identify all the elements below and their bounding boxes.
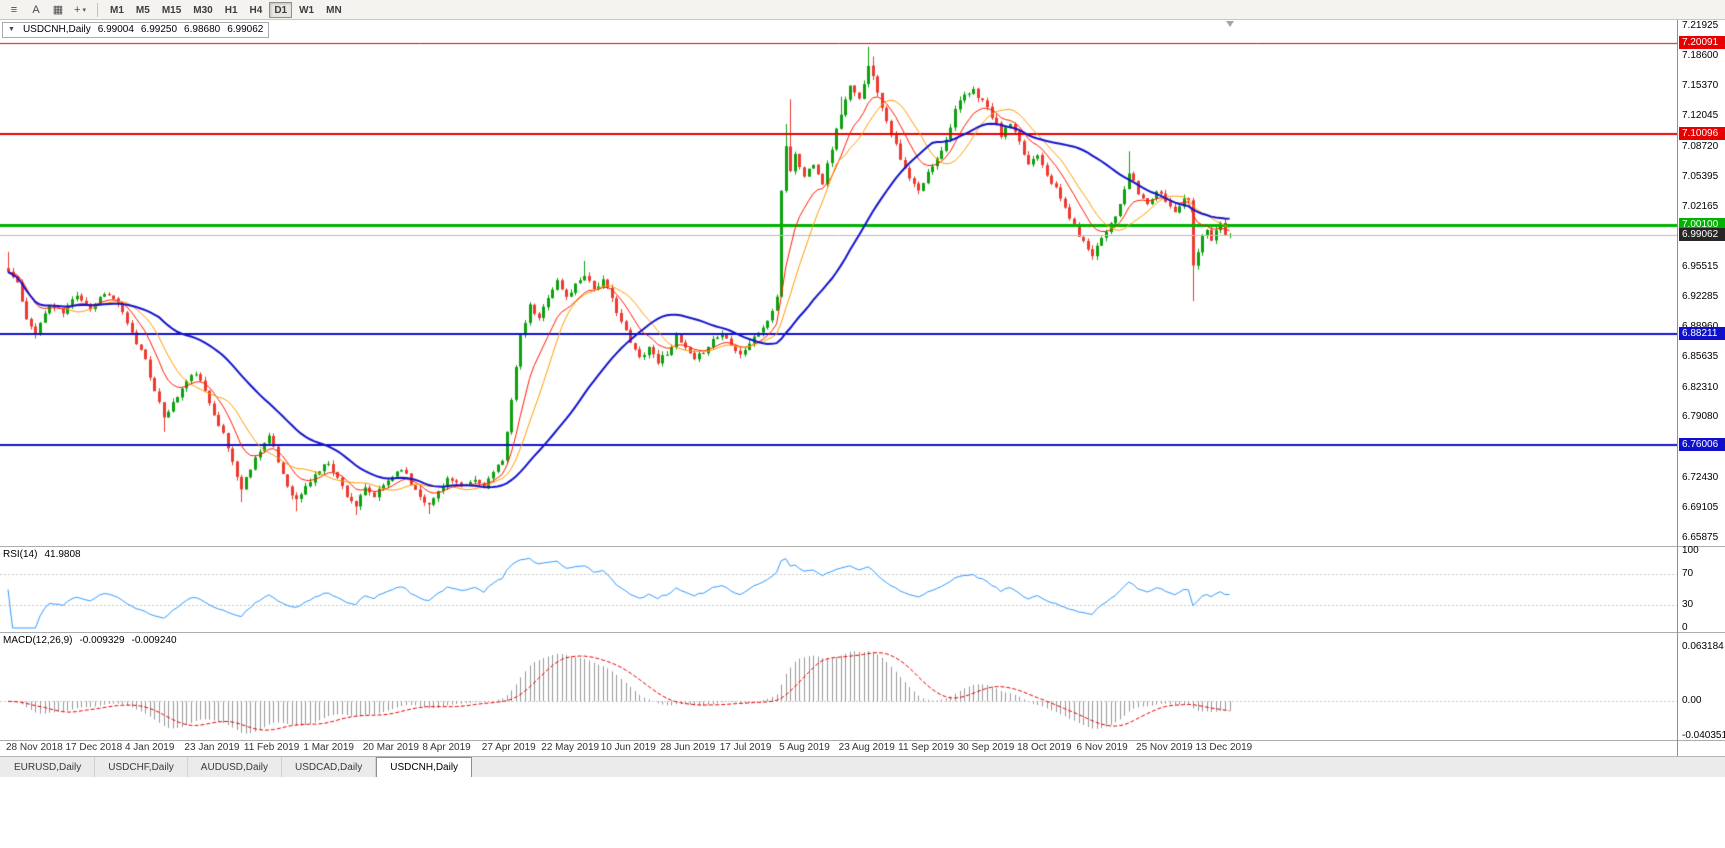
date-axis-label: 11 Feb 2019: [243, 742, 300, 753]
dropdown-caret-icon: ▾: [82, 6, 86, 14]
timeframe-button-m5[interactable]: M5: [135, 4, 150, 16]
price-scale-label: 7.21925: [1682, 20, 1719, 31]
timeframe-button-m15[interactable]: M15: [161, 4, 182, 16]
timeframe-button-w1[interactable]: W1: [299, 4, 315, 16]
hline-price-badge: 6.76006: [1679, 438, 1725, 452]
date-axis-label: 23 Aug 2019: [838, 742, 895, 753]
price-scale-label: 6.95515: [1682, 261, 1719, 273]
rsi-scale-label: 100: [1682, 545, 1699, 556]
ohlc-high: 6.99250: [140, 24, 178, 35]
price-scale-label: 7.15370: [1682, 79, 1719, 91]
timeframe-group: M1 M5 M15 M30 H1 H4 D1 W1 MN: [104, 0, 348, 19]
current-price-badge: 6.99062: [1679, 227, 1725, 241]
date-axis-label: 4 Jan 2019: [124, 742, 175, 753]
macd-scale-label: 0.063184: [1682, 641, 1724, 652]
hline-price-badge: 7.20091: [1679, 35, 1725, 49]
macd-scale-label: 0.00: [1682, 695, 1702, 707]
chart-symbol-period: USDCNH,Daily: [22, 24, 91, 35]
price-scale-label: 6.88960: [1682, 321, 1718, 333]
toolbar-icon-group: ≡ A ▦ + ▾: [3, 0, 91, 19]
macd-canvas[interactable]: [0, 633, 1677, 740]
toolbar-separator: [97, 2, 98, 17]
chart-tab-audusd[interactable]: AUDUSD,Daily: [188, 757, 283, 777]
date-axis[interactable]: 28 Nov 2018 17 Dec 2018 4 Jan 2019 23 Jan 2…: [0, 741, 1677, 756]
date-axis-label: 8 Apr 2019: [422, 742, 471, 753]
date-axis-label: 11 Sep 2019: [898, 742, 955, 753]
price-scale-label: 6.92285: [1682, 290, 1719, 302]
date-axis-label: 5 Aug 2019: [779, 742, 830, 753]
rsi-label: RSI(14): [3, 549, 38, 560]
chart-tab-eurusd[interactable]: EURUSD,Daily: [1, 757, 96, 777]
pane-separator[interactable]: [0, 546, 1725, 547]
macd-signal-value: -0.009240: [131, 635, 177, 646]
one-click-trading-toggle[interactable]: ▼: [8, 26, 15, 33]
price-scale-label: 7.12045: [1682, 110, 1719, 122]
ohlc-close: 6.99062: [227, 24, 264, 35]
chart-tab-usdchf[interactable]: USDCHF,Daily: [95, 757, 188, 777]
rsi-scale-label: 70: [1682, 568, 1694, 580]
date-axis-label: 27 Apr 2019: [481, 742, 536, 753]
price-scale-label: 7.02165: [1682, 200, 1719, 212]
timeframe-button-mn[interactable]: MN: [326, 4, 342, 16]
timeframe-button-d1[interactable]: D1: [269, 1, 293, 18]
date-axis-label: 6 Nov 2019: [1076, 742, 1128, 753]
hline-price-badge: 6.88211: [1679, 326, 1725, 340]
macd-scale-label: -0.040351: [1682, 730, 1725, 741]
date-axis-label: 17 Jul 2019: [719, 742, 772, 753]
chart-tab-usdcnh[interactable]: USDCNH,Daily: [376, 757, 473, 777]
price-scale-label: 7.08720: [1682, 140, 1719, 152]
price-scale-label: 7.18600: [1682, 50, 1719, 62]
ohlc-open: 6.99004: [97, 24, 134, 35]
rsi-scale-label: 30: [1682, 598, 1694, 610]
chart-window: ▼ USDCNH,Daily 6.99004 6.99250 6.98680 6…: [0, 20, 1725, 756]
price-scale-label: 6.72430: [1682, 472, 1719, 484]
annotation-icon[interactable]: A: [32, 3, 40, 16]
chart-tab-usdcad[interactable]: USDCAD,Daily: [282, 757, 377, 777]
pane-separator[interactable]: [0, 632, 1725, 633]
chart-window-icon[interactable]: ▦: [52, 4, 64, 16]
rsi-scale-label: 0: [1682, 622, 1688, 633]
ohlc-low: 6.98680: [184, 24, 221, 35]
timeframe-button-m30[interactable]: M30: [193, 4, 213, 16]
macd-label: MACD(12,26,9): [3, 635, 73, 646]
date-axis-label: 18 Oct 2019: [1017, 742, 1072, 753]
date-axis-label: 30 Sep 2019: [957, 742, 1015, 753]
date-axis-label: 28 Jun 2019: [660, 742, 716, 753]
date-axis-label: 20 Mar 2019: [362, 742, 419, 753]
chart-ohlc-header: ▼ USDCNH,Daily 6.99004 6.99250 6.98680 6…: [2, 22, 270, 38]
date-axis-label: 17 Dec 2018: [65, 742, 123, 753]
price-scale-label: 6.85635: [1682, 351, 1719, 363]
menu-icon[interactable]: ≡: [10, 3, 18, 16]
price-scale-label: 6.69105: [1682, 502, 1719, 514]
timeframe-button-h1[interactable]: H1: [224, 4, 238, 16]
price-scale-label: 7.05395: [1682, 170, 1719, 182]
hline-price-badge: 7.10096: [1679, 127, 1725, 141]
date-axis-label: 13 Dec 2019: [1195, 742, 1253, 753]
date-axis-label: 25 Nov 2019: [1136, 742, 1193, 753]
date-axis-label: 28 Nov 2018: [6, 742, 63, 753]
rsi-canvas[interactable]: [0, 547, 1677, 632]
chart-shift-icon[interactable]: [1226, 21, 1234, 27]
crosshair-icon[interactable]: + ▾: [74, 3, 86, 16]
chart-tabs: EURUSD,Daily USDCHF,Daily AUDUSD,Daily USDC…: [0, 756, 1725, 777]
macd-pane-header: MACD(12,26,9) -0.009329 -0.009240: [3, 635, 177, 646]
toolbar: ≡ A ▦ + ▾ M1 M5 M15 M30 H1 H4 D1 W1 MN: [0, 0, 1725, 20]
date-axis-label: 10 Jun 2019: [600, 742, 656, 753]
timeframe-button-m1[interactable]: M1: [110, 4, 124, 16]
price-scale-label: 6.82310: [1682, 381, 1719, 393]
date-axis-label: 22 May 2019: [541, 742, 600, 753]
macd-main-value: -0.009329: [79, 635, 125, 646]
price-scale-label: 6.65875: [1682, 532, 1719, 543]
pane-separator[interactable]: [0, 740, 1725, 741]
rsi-pane-header: RSI(14) 41.9808: [3, 549, 81, 560]
status-area: [0, 777, 1725, 848]
price-scale-label: 6.79080: [1682, 411, 1719, 423]
date-axis-label: 23 Jan 2019: [184, 742, 240, 753]
main-chart-canvas[interactable]: [0, 20, 1677, 546]
date-axis-label: 1 Mar 2019: [303, 742, 354, 753]
price-scale-column[interactable]: 7.21925 7.18600 7.15370 7.12045 7.08720 7.053…: [1677, 20, 1725, 756]
rsi-value: 41.9808: [44, 549, 81, 560]
timeframe-button-h4[interactable]: H4: [249, 4, 263, 16]
